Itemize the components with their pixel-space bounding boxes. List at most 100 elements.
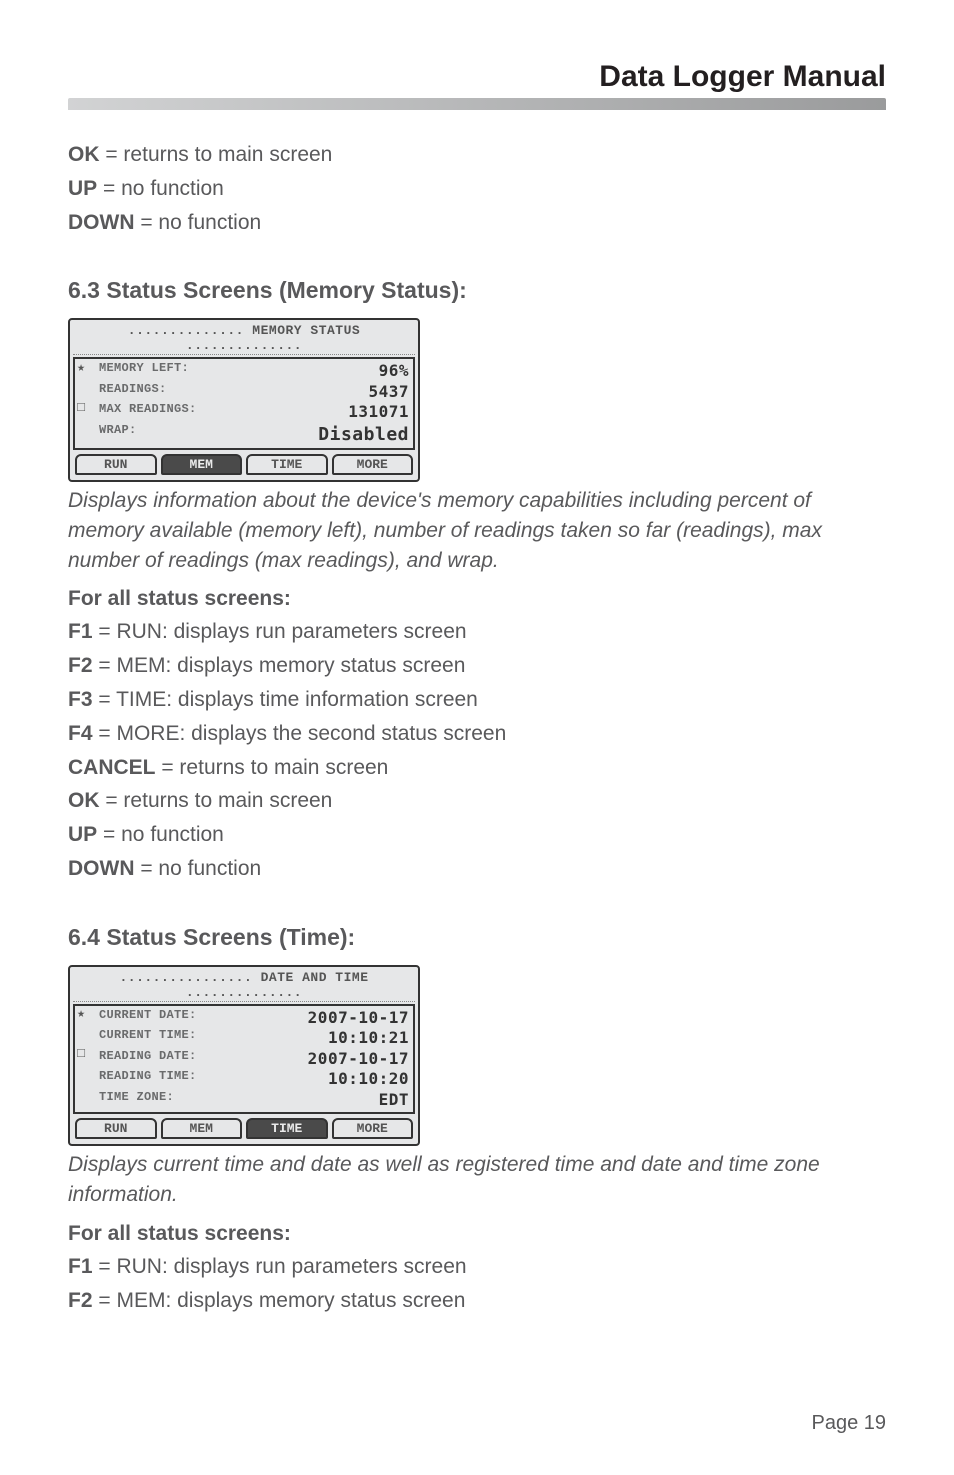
lcd-row: CURRENT TIME:10:10:21	[99, 1028, 409, 1048]
lcd-value: EDT	[379, 1090, 409, 1110]
key-line: OK = returns to main screen	[68, 140, 886, 170]
lcd-value: 2007-10-17	[308, 1008, 409, 1028]
lcd-title-text: MEMORY STATUS	[252, 323, 360, 338]
key-desc: = RUN: displays run parameters screen	[93, 620, 467, 643]
section-caption: Displays information about the device's …	[68, 486, 886, 575]
key-label: F1	[68, 1255, 93, 1278]
key-line: DOWN = no function	[68, 854, 886, 884]
key-label: UP	[68, 177, 97, 200]
header-rule	[68, 98, 886, 110]
key-line: F2 = MEM: displays memory status screen	[68, 1286, 886, 1316]
page-number: Page 19	[811, 1412, 886, 1435]
key-label: F4	[68, 722, 93, 745]
lcd-tab-run[interactable]: RUN	[75, 1118, 157, 1139]
lcd-memory-status: .............. MEMORY STATUS ...........…	[68, 318, 420, 481]
section-heading-63: 6.3 Status Screens (Memory Status):	[68, 277, 886, 304]
status-icon: □	[72, 398, 90, 416]
key-desc: = returns to main screen	[100, 789, 333, 812]
lcd-tabs: RUN MEM TIME MORE	[73, 454, 415, 477]
lcd-value: 2007-10-17	[308, 1049, 409, 1069]
lcd-row: READING TIME: 10:10:20	[99, 1069, 409, 1089]
subhead-63: For all status screens:	[68, 587, 886, 611]
key-label: F3	[68, 688, 93, 711]
key-line: F2 = MEM: displays memory status screen	[68, 651, 886, 681]
key-label: DOWN	[68, 857, 135, 880]
lcd-row: MEMORY LEFT: 96%	[99, 361, 409, 381]
lcd-row: TIME ZONE: EDT	[99, 1090, 409, 1110]
key-line: UP = no function	[68, 820, 886, 850]
key-desc: = TIME: displays time information screen	[93, 688, 478, 711]
lcd-label: READINGS:	[99, 382, 167, 402]
lcd-label: MEMORY LEFT:	[99, 361, 189, 381]
lcd-row: MAX READINGS:131071	[99, 402, 409, 422]
lcd-tab-time[interactable]: TIME	[246, 454, 328, 475]
key-desc: = no function	[135, 211, 262, 234]
lcd-value: 5437	[368, 382, 409, 402]
key-label: F2	[68, 1289, 93, 1312]
lcd-label: READING DATE:	[99, 1049, 197, 1069]
page-header: Data Logger Manual	[68, 60, 886, 110]
key-desc: = MORE: displays the second status scree…	[93, 722, 507, 745]
lcd-tab-mem[interactable]: MEM	[161, 1118, 243, 1139]
lcd-tab-mem[interactable]: MEM	[161, 454, 243, 475]
key-line: OK = returns to main screen	[68, 786, 886, 816]
key-label: OK	[68, 789, 100, 812]
key-desc: = no function	[97, 823, 224, 846]
lcd-label: TIME ZONE:	[99, 1090, 174, 1110]
lcd-value: Disabled	[318, 423, 409, 446]
lcd-row: READINGS: 5437	[99, 382, 409, 402]
key-line: UP = no function	[68, 174, 886, 204]
star-icon: ★	[77, 1006, 85, 1021]
lcd-side-icons: ★ □	[72, 1003, 94, 1063]
lcd-tab-run[interactable]: RUN	[75, 454, 157, 475]
key-label: DOWN	[68, 211, 135, 234]
key-desc: = MEM: displays memory status screen	[93, 1289, 466, 1312]
key-desc: = returns to main screen	[156, 756, 389, 779]
key-label: UP	[68, 823, 97, 846]
key-line: F1 = RUN: displays run parameters screen	[68, 1252, 886, 1282]
lcd-row: CURRENT DATE: 2007-10-17	[99, 1008, 409, 1028]
key-line: F3 = TIME: displays time information scr…	[68, 685, 886, 715]
lcd-value: 96%	[379, 361, 409, 381]
key-desc: = RUN: displays run parameters screen	[93, 1255, 467, 1278]
square-icon: □	[77, 400, 85, 415]
lcd-tab-more[interactable]: MORE	[332, 1118, 414, 1139]
lcd-row: READING DATE: 2007-10-17	[99, 1049, 409, 1069]
lcd-tab-more[interactable]: MORE	[332, 454, 414, 475]
subhead-64: For all status screens:	[68, 1222, 886, 1246]
key-desc: = MEM: displays memory status screen	[93, 654, 466, 677]
key-line: CANCEL = returns to main screen	[68, 753, 886, 783]
lcd-value: 10:10:20	[328, 1069, 409, 1089]
lcd-label: READING TIME:	[99, 1069, 197, 1089]
lcd-label: WRAP:	[99, 423, 137, 446]
key-label: F1	[68, 620, 93, 643]
lcd-value: 131071	[348, 402, 409, 422]
lcd-tab-time[interactable]: TIME	[246, 1118, 328, 1139]
key-desc: = returns to main screen	[100, 143, 333, 166]
key-line: F1 = RUN: displays run parameters screen	[68, 617, 886, 647]
status-icon: □	[72, 1045, 90, 1063]
square-icon: □	[77, 1046, 85, 1061]
doc-title: Data Logger Manual	[68, 60, 886, 98]
star-icon: ★	[77, 360, 85, 375]
lcd-row: WRAP: Disabled	[99, 423, 409, 446]
lcd-title-text: DATE AND TIME	[261, 970, 369, 985]
lcd-side-icons: ★ □	[72, 356, 94, 416]
key-desc: = no function	[135, 857, 262, 880]
key-line: F4 = MORE: displays the second status sc…	[68, 719, 886, 749]
lcd-time-status: ................ DATE AND TIME .........…	[68, 965, 420, 1146]
lcd-value: 10:10:21	[328, 1028, 409, 1048]
status-icon: ★	[72, 358, 90, 376]
lcd-title: ................ DATE AND TIME .........…	[73, 970, 415, 1002]
section-heading-64: 6.4 Status Screens (Time):	[68, 924, 886, 951]
lcd-label: CURRENT DATE:	[99, 1008, 197, 1028]
key-label: OK	[68, 143, 100, 166]
intro-block: OK = returns to main screen UP = no func…	[68, 140, 886, 237]
key-line: DOWN = no function	[68, 208, 886, 238]
status-icon: ★	[72, 1005, 90, 1023]
section-caption: Displays current time and date as well a…	[68, 1150, 886, 1210]
key-desc: = no function	[97, 177, 224, 200]
lcd-body: ★ □ MEMORY LEFT: 96% READINGS: 5437 MAX RE…	[73, 357, 415, 449]
key-label: F2	[68, 654, 93, 677]
key-list-64: F1 = RUN: displays run parameters screen…	[68, 1252, 886, 1316]
